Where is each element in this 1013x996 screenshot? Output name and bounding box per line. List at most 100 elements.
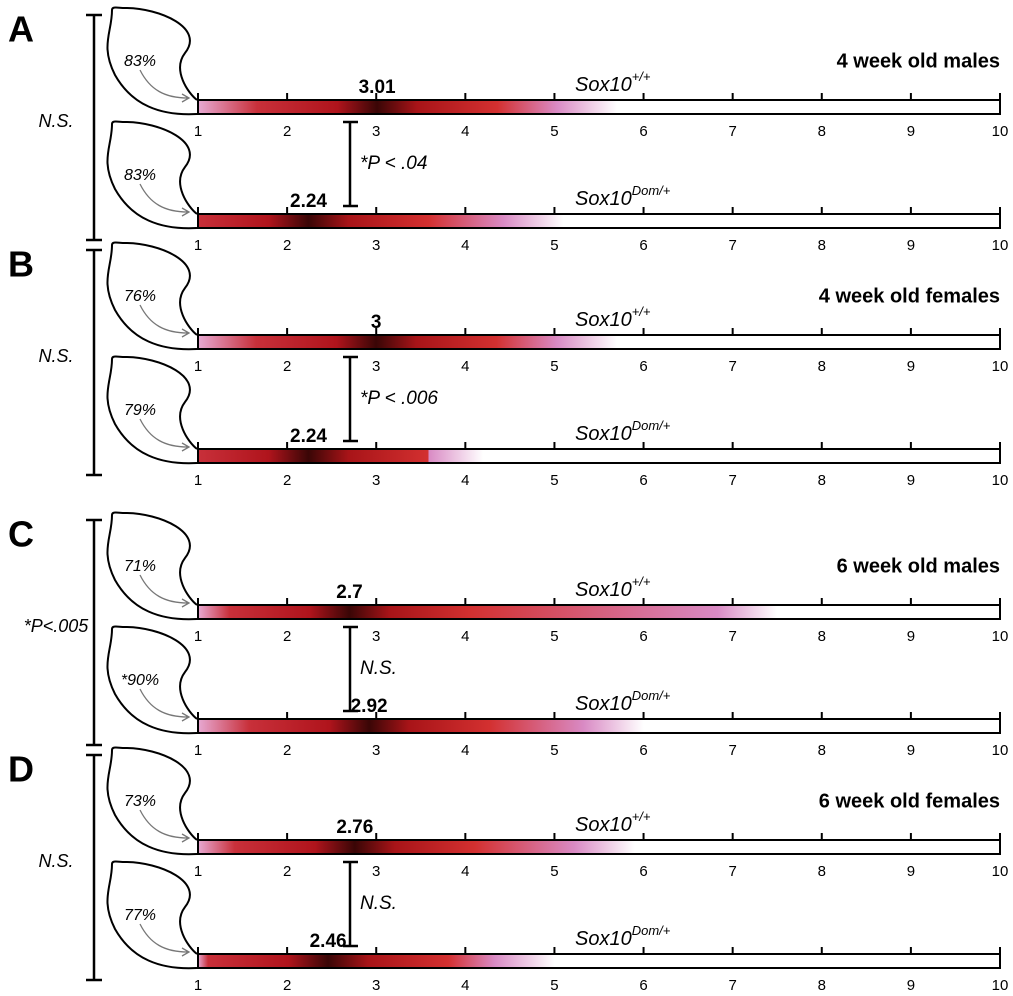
x-tick-label: 5 xyxy=(550,863,558,880)
x-tick-label: 6 xyxy=(639,628,647,645)
x-tick-label: 6 xyxy=(639,358,647,375)
x-tick-label: 9 xyxy=(907,742,915,759)
x-tick-label: 3 xyxy=(372,472,380,489)
arrow xyxy=(139,304,191,338)
x-tick-label: 10 xyxy=(992,123,1009,140)
genotype-label: Sox10+/+ xyxy=(575,69,651,96)
stomach-outline xyxy=(106,120,198,230)
x-tick-label: 4 xyxy=(461,742,469,759)
bracket xyxy=(86,248,102,477)
x-tick-label: 3 xyxy=(372,237,380,254)
stomach-outline xyxy=(106,625,198,735)
genotype-sup: Dom/+ xyxy=(632,183,671,198)
panel-title: 4 week old males xyxy=(837,50,1000,72)
x-tick-label: 1 xyxy=(194,472,202,489)
genotype-label: Sox10Dom/+ xyxy=(575,418,671,445)
genotype-label: Sox10+/+ xyxy=(575,809,651,836)
x-tick-label: 9 xyxy=(907,237,915,254)
stomach-outline xyxy=(106,241,198,351)
x-tick-label: 5 xyxy=(550,358,558,375)
x-tick-label: 2 xyxy=(283,977,291,994)
stat-bracket xyxy=(343,355,358,443)
arrow xyxy=(139,809,191,843)
mean-label: 2.76 xyxy=(336,817,373,838)
x-tick-label: 1 xyxy=(194,123,202,140)
x-tick-label: 4 xyxy=(461,472,469,489)
x-tick-label: 6 xyxy=(639,237,647,254)
left-stat: N.S. xyxy=(38,111,73,131)
x-tick-label: 6 xyxy=(639,977,647,994)
mean-label: 2.46 xyxy=(310,931,347,952)
gradient-bar xyxy=(199,101,618,113)
left-stat: *P<.005 xyxy=(24,616,90,636)
panel-letter: A xyxy=(8,9,34,50)
gradient-bar xyxy=(199,336,618,348)
panel-title: 6 week old males xyxy=(837,555,1000,577)
x-tick-label: 1 xyxy=(194,358,202,375)
arrow xyxy=(139,574,191,608)
x-tick-label: 5 xyxy=(550,742,558,759)
stat-bracket xyxy=(343,860,358,948)
mean-label: 2.24 xyxy=(290,426,327,447)
x-tick-label: 8 xyxy=(818,977,826,994)
genotype-sup: +/+ xyxy=(632,69,651,84)
x-tick-label: 3 xyxy=(372,863,380,880)
left-stat: N.S. xyxy=(38,346,73,366)
x-tick-label: 2 xyxy=(283,628,291,645)
x-tick-label: 7 xyxy=(728,628,736,645)
x-tick-label: 7 xyxy=(728,472,736,489)
x-tick-label: 9 xyxy=(907,977,915,994)
gradient-bar xyxy=(199,955,556,967)
x-tick-label: 5 xyxy=(550,628,558,645)
x-tick-label: 4 xyxy=(461,863,469,880)
between-stat: *P < .04 xyxy=(360,153,427,174)
x-tick-label: 7 xyxy=(728,237,736,254)
x-tick-label: 6 xyxy=(639,742,647,759)
stomach-outline xyxy=(106,6,198,116)
arrow xyxy=(139,183,191,217)
genotype-sup: Dom/+ xyxy=(632,923,671,938)
mean-label: 2.92 xyxy=(351,696,388,717)
between-stat: N.S. xyxy=(360,893,397,914)
x-tick-label: 5 xyxy=(550,237,558,254)
genotype-sup: +/+ xyxy=(632,574,651,589)
x-tick-label: 10 xyxy=(992,977,1009,994)
percent-label: 73% xyxy=(124,793,156,810)
x-tick-label: 5 xyxy=(550,472,558,489)
genotype-label: Sox10Dom/+ xyxy=(575,688,671,715)
percent-label: 76% xyxy=(124,288,156,305)
genotype: Sox10 xyxy=(575,309,632,331)
x-tick-label: 7 xyxy=(728,863,736,880)
x-tick-label: 4 xyxy=(461,977,469,994)
genotype-sup: Dom/+ xyxy=(632,688,671,703)
x-tick-label: 2 xyxy=(283,237,291,254)
panel-title: 6 week old females xyxy=(819,790,1000,812)
x-tick-label: 1 xyxy=(194,977,202,994)
x-tick-label: 6 xyxy=(639,863,647,880)
genotype-label: Sox10+/+ xyxy=(575,574,651,601)
x-tick-label: 7 xyxy=(728,742,736,759)
genotype: Sox10 xyxy=(575,814,632,836)
x-tick-label: 1 xyxy=(194,742,202,759)
x-tick-label: 2 xyxy=(283,358,291,375)
between-stat: *P < .006 xyxy=(360,388,438,409)
gradient-bar xyxy=(199,720,645,732)
x-tick-label: 4 xyxy=(461,358,469,375)
x-tick-label: 9 xyxy=(907,358,915,375)
x-tick-label: 1 xyxy=(194,863,202,880)
x-tick-label: 8 xyxy=(818,358,826,375)
left-stat: N.S. xyxy=(38,851,73,871)
x-tick-label: 8 xyxy=(818,628,826,645)
gradient-bar xyxy=(199,450,485,462)
genotype: Sox10 xyxy=(575,74,632,96)
x-tick-label: 10 xyxy=(992,863,1009,880)
genotype-sup: +/+ xyxy=(632,304,651,319)
x-tick-label: 9 xyxy=(907,123,915,140)
percent-label: 83% xyxy=(124,53,156,70)
arrow xyxy=(139,923,191,957)
between-stat: N.S. xyxy=(360,658,397,679)
x-tick-label: 5 xyxy=(550,123,558,140)
arrow xyxy=(139,688,191,722)
x-tick-label: 10 xyxy=(992,628,1009,645)
mean-label: 2.24 xyxy=(290,191,327,212)
